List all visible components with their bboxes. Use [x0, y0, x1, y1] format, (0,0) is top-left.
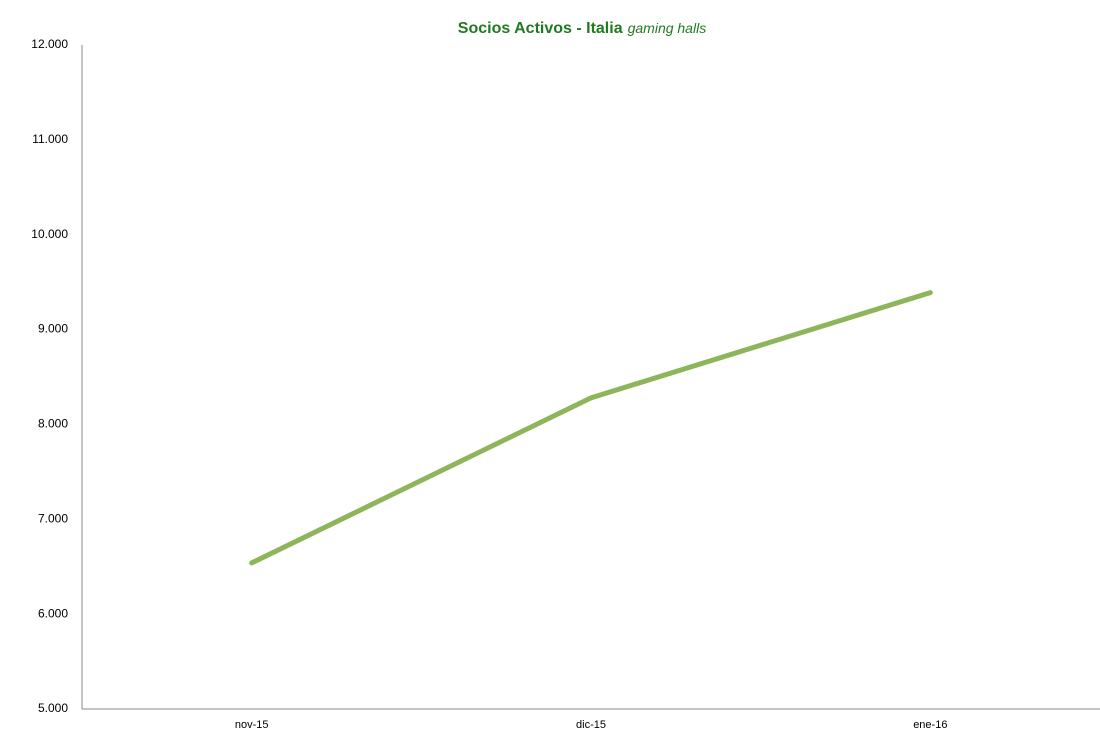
x-tick-label: dic-15 [576, 719, 606, 731]
y-tick-label: 11.000 [32, 132, 68, 146]
chart-title: Socios Activos - Italia [458, 20, 623, 37]
y-tick-label: 5.000 [38, 701, 68, 715]
x-tick-label: nov-15 [235, 719, 269, 731]
y-tick-label: 9.000 [38, 322, 68, 336]
y-tick-label: 6.000 [38, 606, 68, 620]
y-tick-label: 7.000 [38, 511, 68, 525]
line-series [249, 290, 933, 566]
y-tick-label: 12.000 [31, 37, 68, 51]
x-tick-label: ene-16 [913, 719, 947, 731]
chart-title-group: Socios Activos - Italia gaming halls [458, 20, 706, 38]
y-tick-label: 8.000 [38, 417, 68, 431]
chart-subtitle: gaming halls [628, 20, 707, 36]
y-tick-label: 10.000 [31, 227, 68, 241]
